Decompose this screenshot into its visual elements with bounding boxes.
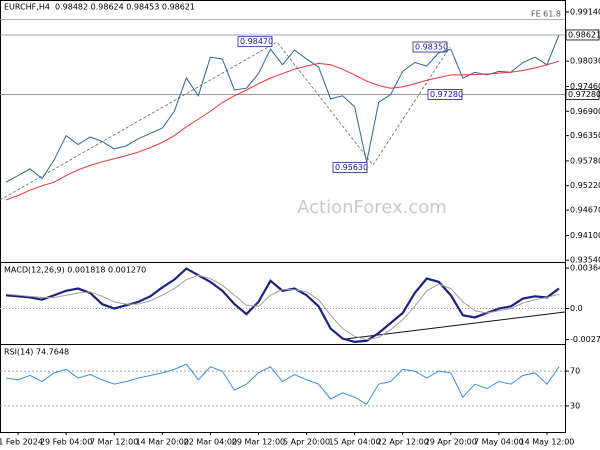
x-tick-label: 5 Apr 20:00 (283, 438, 330, 447)
x-tick-label: 22 Mar 04:00 (184, 438, 237, 447)
x-tick-label: 7 May 04:00 (474, 438, 524, 447)
x-tick-label: 29 Feb 04:00 (40, 438, 92, 447)
y-tick-label: 0.97460 (570, 82, 600, 91)
fe-label: FE 61.8 (531, 10, 561, 19)
y-tick-label: 0.93540 (570, 256, 600, 265)
y-tick-label: 0.94670 (570, 206, 600, 215)
y-tick-label: 0.99140 (570, 7, 600, 16)
y-tick-label: 0.98030 (570, 57, 600, 66)
x-tick-label: 7 Mar 12:00 (90, 438, 138, 447)
y-tick-label: 0.95780 (570, 156, 600, 165)
series-line (5, 267, 560, 344)
x-tick-label: 29 Mar 12:00 (232, 438, 285, 447)
series-line (5, 363, 560, 405)
price-marker-box (565, 89, 600, 100)
y-tick-label: 70 (570, 367, 580, 376)
y-tick-label: 0.003641 (570, 264, 600, 273)
y-tick-label: 30 (570, 401, 580, 410)
watermark: ActionForex.com (297, 197, 447, 218)
annotation-label: 0.95630 (335, 163, 368, 172)
macd-title: MACD(12,26,9) 0.001818 0.001270 (4, 266, 146, 275)
series-line (5, 274, 560, 341)
annotation-box (332, 162, 368, 173)
frame (0, 0, 566, 433)
y-tick-label: 0.94100 (570, 231, 600, 240)
y-tick-label: 0.95220 (570, 181, 600, 190)
annotation-box (237, 36, 273, 48)
x-tick-label: 15 Apr 04:00 (329, 438, 381, 447)
series-line (5, 34, 560, 183)
x-tick-label: 14 Mar 20:00 (136, 438, 189, 447)
series-line (5, 60, 560, 201)
chart-title: EURCHF,H4 0.98482 0.98624 0.98453 0.9862… (4, 3, 195, 12)
annotation-label: 0.97280 (430, 90, 463, 99)
price-marker-label: 0.97280 (568, 90, 600, 99)
annotation-label: 0.98470 (240, 37, 273, 46)
y-tick-label: 0.96350 (570, 131, 600, 140)
y-tick-label: -0.002788 (570, 335, 600, 344)
x-tick-label: 22 Apr 12:00 (377, 438, 429, 447)
y-tick-label: 0.96900 (570, 107, 600, 116)
y-tick-label: 0.0 (570, 304, 583, 313)
zigzag-line (0, 41, 451, 201)
rsi-title: RSI(14) 74.7648 (4, 348, 69, 357)
x-tick-label: 29 Apr 20:00 (425, 438, 477, 447)
annotation-label: 0.98350 (415, 42, 448, 51)
price-marker-label: 0.98621 (568, 30, 600, 39)
x-tick-label: 14 May 12:00 (520, 438, 575, 447)
annotation-box (412, 41, 448, 53)
x-tick-label: 21 Feb 2024 (0, 438, 43, 447)
macd-trendline (344, 311, 566, 340)
annotation-box (427, 89, 463, 100)
price-marker-box (565, 29, 600, 41)
